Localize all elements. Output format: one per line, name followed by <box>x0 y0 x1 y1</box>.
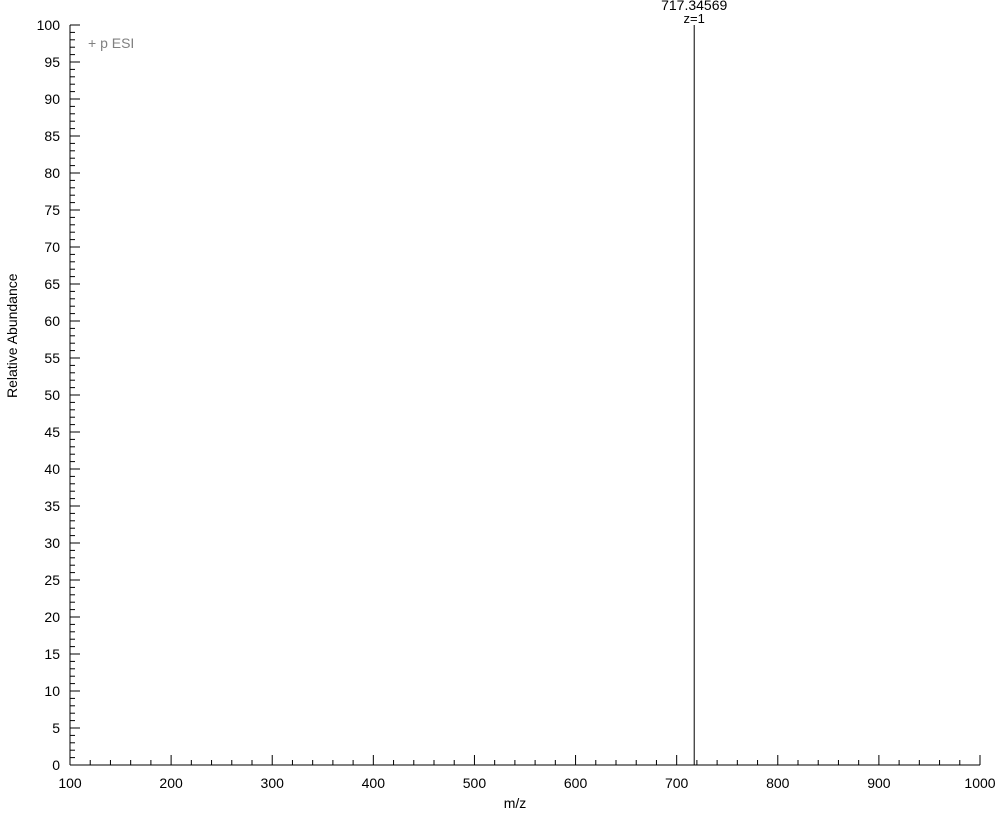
y-tick-label: 15 <box>44 646 60 662</box>
y-tick-label: 50 <box>44 387 60 403</box>
x-tick-label: 300 <box>261 775 284 791</box>
y-tick-label: 75 <box>44 202 60 218</box>
x-tick-label: 1000 <box>964 775 995 791</box>
y-tick-label: 20 <box>44 609 60 625</box>
y-tick-label: 5 <box>52 720 60 736</box>
y-tick-label: 45 <box>44 424 60 440</box>
x-tick-label: 500 <box>463 775 486 791</box>
x-tick-label: 400 <box>362 775 385 791</box>
y-tick-label: 80 <box>44 165 60 181</box>
y-tick-label: 95 <box>44 54 60 70</box>
x-tick-label: 700 <box>665 775 688 791</box>
y-tick-label: 30 <box>44 535 60 551</box>
mass-spectrum-chart <box>0 0 1000 831</box>
x-tick-label: 900 <box>867 775 890 791</box>
y-tick-label: 60 <box>44 313 60 329</box>
x-axis-label: m/z <box>504 795 527 811</box>
y-tick-label: 55 <box>44 350 60 366</box>
x-tick-label: 100 <box>58 775 81 791</box>
y-tick-label: 100 <box>37 17 60 33</box>
x-tick-label: 200 <box>159 775 182 791</box>
y-tick-label: 0 <box>52 757 60 773</box>
peak-charge-label: z=1 <box>684 11 705 26</box>
y-tick-label: 25 <box>44 572 60 588</box>
y-tick-label: 90 <box>44 91 60 107</box>
x-tick-label: 800 <box>766 775 789 791</box>
y-tick-label: 85 <box>44 128 60 144</box>
y-tick-label: 40 <box>44 461 60 477</box>
y-tick-label: 65 <box>44 276 60 292</box>
x-tick-label: 600 <box>564 775 587 791</box>
y-axis-label: Relative Abundance <box>4 273 20 398</box>
y-tick-label: 10 <box>44 683 60 699</box>
y-tick-label: 70 <box>44 239 60 255</box>
ionization-mode-label: + p ESI <box>88 35 134 51</box>
y-tick-label: 35 <box>44 498 60 514</box>
